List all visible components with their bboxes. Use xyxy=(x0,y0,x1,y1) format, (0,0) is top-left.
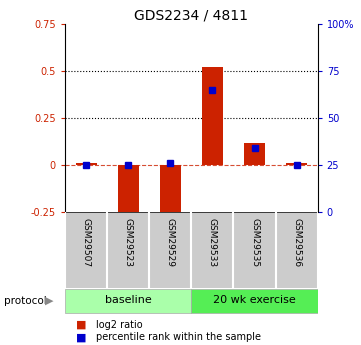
Bar xyxy=(244,142,265,165)
Title: GDS2234 / 4811: GDS2234 / 4811 xyxy=(134,9,248,23)
Text: GSM29523: GSM29523 xyxy=(124,218,132,267)
Bar xyxy=(75,163,96,165)
Text: ■: ■ xyxy=(76,332,86,342)
Text: protocol: protocol xyxy=(4,296,46,306)
Bar xyxy=(202,67,223,165)
Text: ■: ■ xyxy=(76,320,86,330)
Bar xyxy=(191,289,318,313)
Text: GSM29533: GSM29533 xyxy=(208,218,217,267)
Text: GSM29507: GSM29507 xyxy=(82,218,91,267)
Text: 20 wk exercise: 20 wk exercise xyxy=(213,296,296,305)
Text: log2 ratio: log2 ratio xyxy=(96,320,142,330)
Text: baseline: baseline xyxy=(105,296,152,305)
Text: ▶: ▶ xyxy=(44,296,53,306)
Bar xyxy=(160,165,181,216)
Text: GSM29535: GSM29535 xyxy=(250,218,259,267)
Bar xyxy=(286,163,307,165)
Text: GSM29529: GSM29529 xyxy=(166,218,175,267)
Text: percentile rank within the sample: percentile rank within the sample xyxy=(96,332,261,342)
Bar xyxy=(118,165,139,218)
Text: GSM29536: GSM29536 xyxy=(292,218,301,267)
Bar xyxy=(65,289,191,313)
